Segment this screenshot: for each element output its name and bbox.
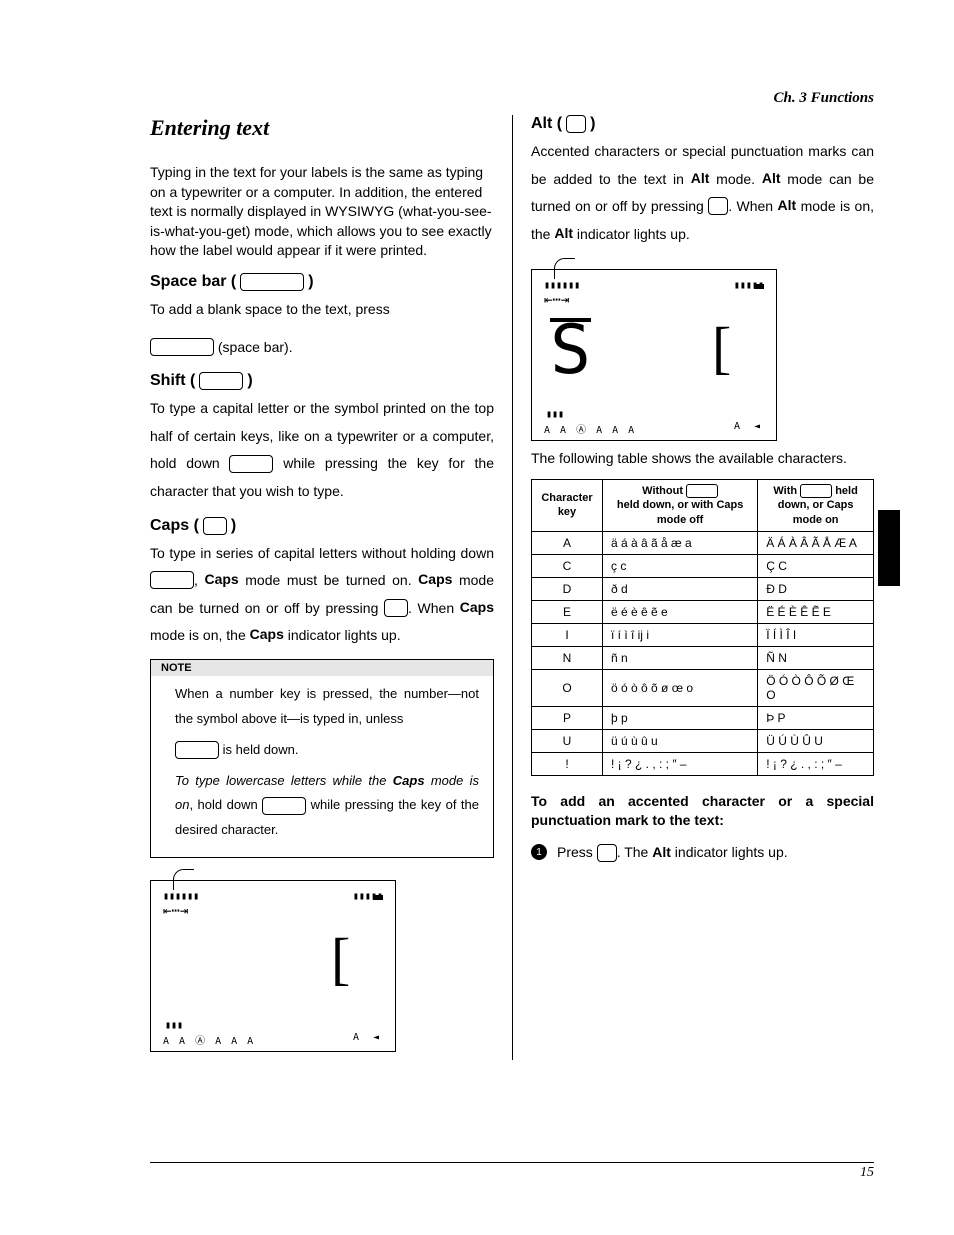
space-heading: Space bar () — [150, 273, 494, 291]
shift-keycap-inline — [229, 455, 273, 473]
shift-keycap-inline2 — [150, 571, 194, 589]
left-column: Entering text Typing in the text for you… — [150, 115, 512, 1060]
alt-keycap — [566, 115, 586, 133]
intro-paragraph: Typing in the text for your labels is th… — [150, 163, 494, 261]
lcd-display-left: ▮▮▮▮▮▮ ▮▮▮▮▮ ⇤⋯⇥ [ ▮▮▮ A A Ⓐ A A A A ◄ — [150, 880, 396, 1052]
space-paragraph: To add a blank space to the text, press — [150, 295, 494, 323]
table-row: Dð dÐ D — [532, 577, 874, 600]
instruction-heading: To add an accented character or a specia… — [531, 792, 874, 831]
note-line-2: To type lowercase letters while the Caps… — [175, 769, 479, 844]
alt-keycap-inline — [708, 197, 728, 215]
table-row: Uü ú ù û uÜ Ú Ù Û U — [532, 729, 874, 752]
caps-keycap — [203, 517, 227, 535]
shift-keycap — [199, 372, 243, 390]
table-row: Pþ pÞ P — [532, 706, 874, 729]
shift-keycap-note — [175, 741, 219, 759]
th-with: With helddown, or Caps mode on — [758, 479, 874, 531]
alt-paragraph: Accented characters or special punctuati… — [531, 137, 874, 247]
table-row: Iï í ì î ĳ iÏ Í Ì Î I — [532, 623, 874, 646]
side-tab — [878, 510, 900, 586]
caps-heading: Caps () — [150, 517, 494, 535]
alt-heading: Alt () — [531, 115, 874, 133]
character-table: Character key Without held down, or with… — [531, 479, 874, 776]
lcd-display-right: ▮▮▮▮▮▮ ▮▮▮▮▮ ⇤⋯⇥ S [ ▮▮▮ A A Ⓐ A A A A ◄ — [531, 269, 777, 441]
note-title: NOTE — [151, 660, 493, 676]
shift-keycap-note2 — [262, 797, 306, 815]
th-without: Without held down, or with Caps mode off — [603, 479, 758, 531]
space-paragraph-2: (space bar). — [150, 333, 494, 361]
table-row: Eë é è ê ẽ eË É È Ê Ẽ E — [532, 600, 874, 623]
table-row: Oö ó ò ô õ ø œ oÖ Ó Ò Ô Õ Ø Œ O — [532, 669, 874, 706]
caps-keycap-inline — [384, 599, 408, 617]
caps-paragraph: To type in series of capital letters wit… — [150, 539, 494, 649]
table-row: Nñ nÑ N — [532, 646, 874, 669]
step-bullet-1: 1 — [531, 844, 547, 860]
shift-heading: Shift () — [150, 372, 494, 390]
spacebar-keycap-inline — [150, 338, 214, 356]
step-1: 1 Press . The Alt indicator lights up. — [531, 841, 874, 865]
table-row: Cç cÇ C — [532, 554, 874, 577]
note-line-1b: is held down. — [175, 738, 479, 763]
shift-paragraph: To type a capital letter or the symbol p… — [150, 394, 494, 504]
note-box: NOTE When a number key is pressed, the n… — [150, 659, 494, 858]
alt-keycap-step — [597, 844, 617, 862]
page-footer: 15 — [150, 1162, 874, 1181]
chapter-header: Ch. 3 Functions — [150, 90, 874, 107]
page-number: 15 — [860, 1165, 874, 1180]
table-intro: The following table shows the available … — [531, 449, 874, 469]
table-row: Aä á à â ã å æ aÄ Á À Â Ã Å Æ A — [532, 531, 874, 554]
note-line-1: When a number key is pressed, the number… — [175, 682, 479, 732]
table-row: !! ¡ ? ¿ . , : ; ″ –! ¡ ? ¿ . , : ; ″ – — [532, 752, 874, 775]
spacebar-keycap — [240, 273, 304, 291]
section-title: Entering text — [150, 115, 494, 141]
th-key: Character key — [532, 479, 603, 531]
right-column: Alt () Accented characters or special pu… — [512, 115, 874, 1060]
